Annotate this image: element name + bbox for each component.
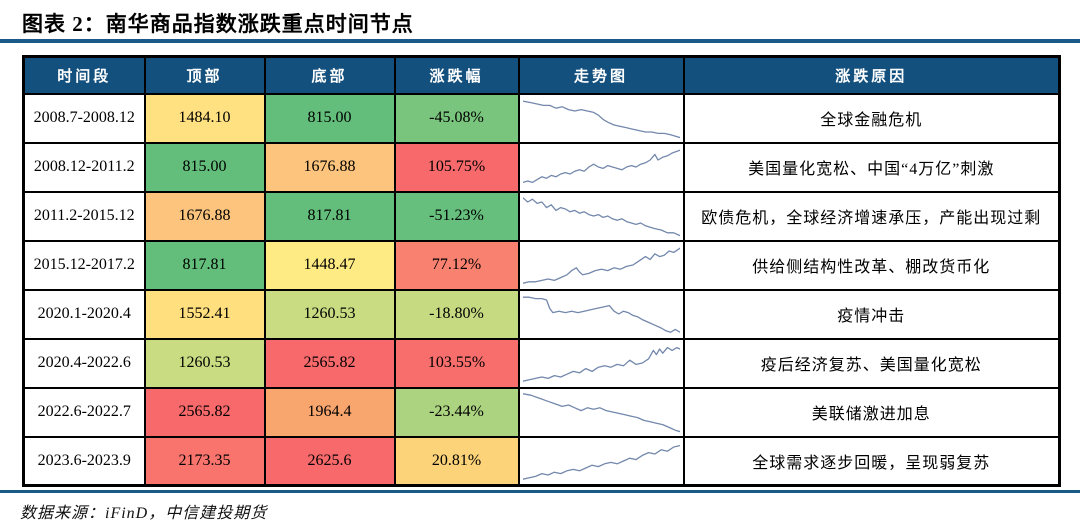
reason-cell: 疫后经济复苏、美国量化宽松 [682, 337, 1061, 389]
bottom-rule [0, 490, 1080, 493]
bottom-value-cell: 2625.6 [263, 435, 396, 487]
table-row: 2020.1-2020.4 1552.41 1260.53 -18.80% 疫情冲击 [22, 288, 1061, 340]
table-row: 2020.4-2022.6 1260.53 2565.82 103.55% 疫后经济复苏… [22, 337, 1061, 389]
period-cell: 2023.6-2023.9 [22, 435, 146, 487]
top-value-cell: 2565.82 [143, 386, 266, 438]
bottom-value-cell: 817.81 [263, 190, 396, 242]
trend-sparkline-down [523, 293, 680, 335]
column-header-4: 走势图 [517, 55, 685, 95]
bottom-value-cell: 2565.82 [263, 337, 396, 389]
reason-cell: 全球金融危机 [682, 92, 1061, 144]
change-pct-cell: 103.55% [393, 337, 520, 389]
period-cell: 2008.7-2008.12 [22, 92, 146, 144]
change-pct-cell: -18.80% [393, 288, 520, 340]
period-cell: 2022.6-2022.7 [22, 386, 146, 438]
column-header-5: 涨跌原因 [682, 55, 1061, 95]
change-pct-cell: -23.44% [393, 386, 520, 438]
trend-cell [517, 190, 685, 242]
bottom-value-cell: 815.00 [263, 92, 396, 144]
top-value-cell: 815.00 [143, 141, 266, 193]
trend-cell [517, 435, 685, 487]
figure-title: 图表 2：南华商品指数涨跌重点时间节点 [22, 12, 414, 36]
top-value-cell: 1676.88 [143, 190, 266, 242]
period-cell: 2008.12-2011.2 [22, 141, 146, 193]
change-pct-cell: -45.08% [393, 92, 520, 144]
change-pct-cell: 77.12% [393, 239, 520, 291]
column-header-3: 涨跌幅 [393, 55, 520, 95]
table-row: 2008.7-2008.12 1484.10 815.00 -45.08% 全球金融危机 [22, 92, 1061, 144]
reason-cell: 欧债危机，全球经济增速承压，产能出现过剩 [682, 190, 1061, 242]
top-value-cell: 817.81 [143, 239, 266, 291]
table-row: 2022.6-2022.7 2565.82 1964.4 -23.44% 美联储激进加息 [22, 386, 1061, 438]
top-value-cell: 1552.41 [143, 288, 266, 340]
change-pct-cell: -51.23% [393, 190, 520, 242]
trend-cell [517, 386, 685, 438]
period-cell: 2011.2-2015.12 [22, 190, 146, 242]
change-pct-cell: 20.81% [393, 435, 520, 487]
reason-cell: 美国量化宽松、中国“4万亿”刺激 [682, 141, 1061, 193]
trend-cell [517, 337, 685, 389]
trend-sparkline-down [523, 195, 680, 237]
table-header-row: 时间段 顶部 底部 涨跌幅 走势图 涨跌原因 [22, 55, 1061, 95]
trend-cell [517, 92, 685, 144]
period-cell: 2020.1-2020.4 [22, 288, 146, 340]
index-key-periods-table: 时间段 顶部 底部 涨跌幅 走势图 涨跌原因 2008.7-2008.12 1484.10 8… [22, 55, 1061, 487]
title-rule [0, 39, 1080, 43]
period-cell: 2015.12-2017.2 [22, 239, 146, 291]
trend-sparkline-up [523, 342, 680, 384]
trend-cell [517, 288, 685, 340]
trend-sparkline-up [523, 146, 680, 188]
period-cell: 2020.4-2022.6 [22, 337, 146, 389]
top-value-cell: 1260.53 [143, 337, 266, 389]
bottom-value-cell: 1448.47 [263, 239, 396, 291]
reason-cell: 全球需求逐步回暖，呈现弱复苏 [682, 435, 1061, 487]
top-value-cell: 1484.10 [143, 92, 266, 144]
table-row: 2023.6-2023.9 2173.35 2625.6 20.81% 全球需求逐步回暖… [22, 435, 1061, 487]
trend-sparkline-up [523, 244, 680, 286]
column-header-2: 底部 [263, 55, 396, 95]
table-row: 2011.2-2015.12 1676.88 817.81 -51.23% 欧债危机，全… [22, 190, 1061, 242]
bottom-value-cell: 1260.53 [263, 288, 396, 340]
change-pct-cell: 105.75% [393, 141, 520, 193]
trend-cell [517, 239, 685, 291]
reason-cell: 美联储激进加息 [682, 386, 1061, 438]
table-row: 2008.12-2011.2 815.00 1676.88 105.75% 美国量化宽松… [22, 141, 1061, 193]
column-header-1: 顶部 [143, 55, 266, 95]
top-value-cell: 2173.35 [143, 435, 266, 487]
trend-sparkline-down [523, 391, 680, 433]
data-source-note: 数据来源：iFinD，中信建投期货 [20, 505, 268, 522]
bottom-value-cell: 1964.4 [263, 386, 396, 438]
trend-sparkline-down [523, 97, 680, 139]
table-row: 2015.12-2017.2 817.81 1448.47 77.12% 供给侧结构性改… [22, 239, 1061, 291]
table-body: 2008.7-2008.12 1484.10 815.00 -45.08% 全球金融危机… [22, 92, 1061, 487]
column-header-0: 时间段 [22, 55, 146, 95]
bottom-value-cell: 1676.88 [263, 141, 396, 193]
reason-cell: 疫情冲击 [682, 288, 1061, 340]
reason-cell: 供给侧结构性改革、棚改货币化 [682, 239, 1061, 291]
trend-cell [517, 141, 685, 193]
trend-sparkline-up [523, 440, 680, 482]
